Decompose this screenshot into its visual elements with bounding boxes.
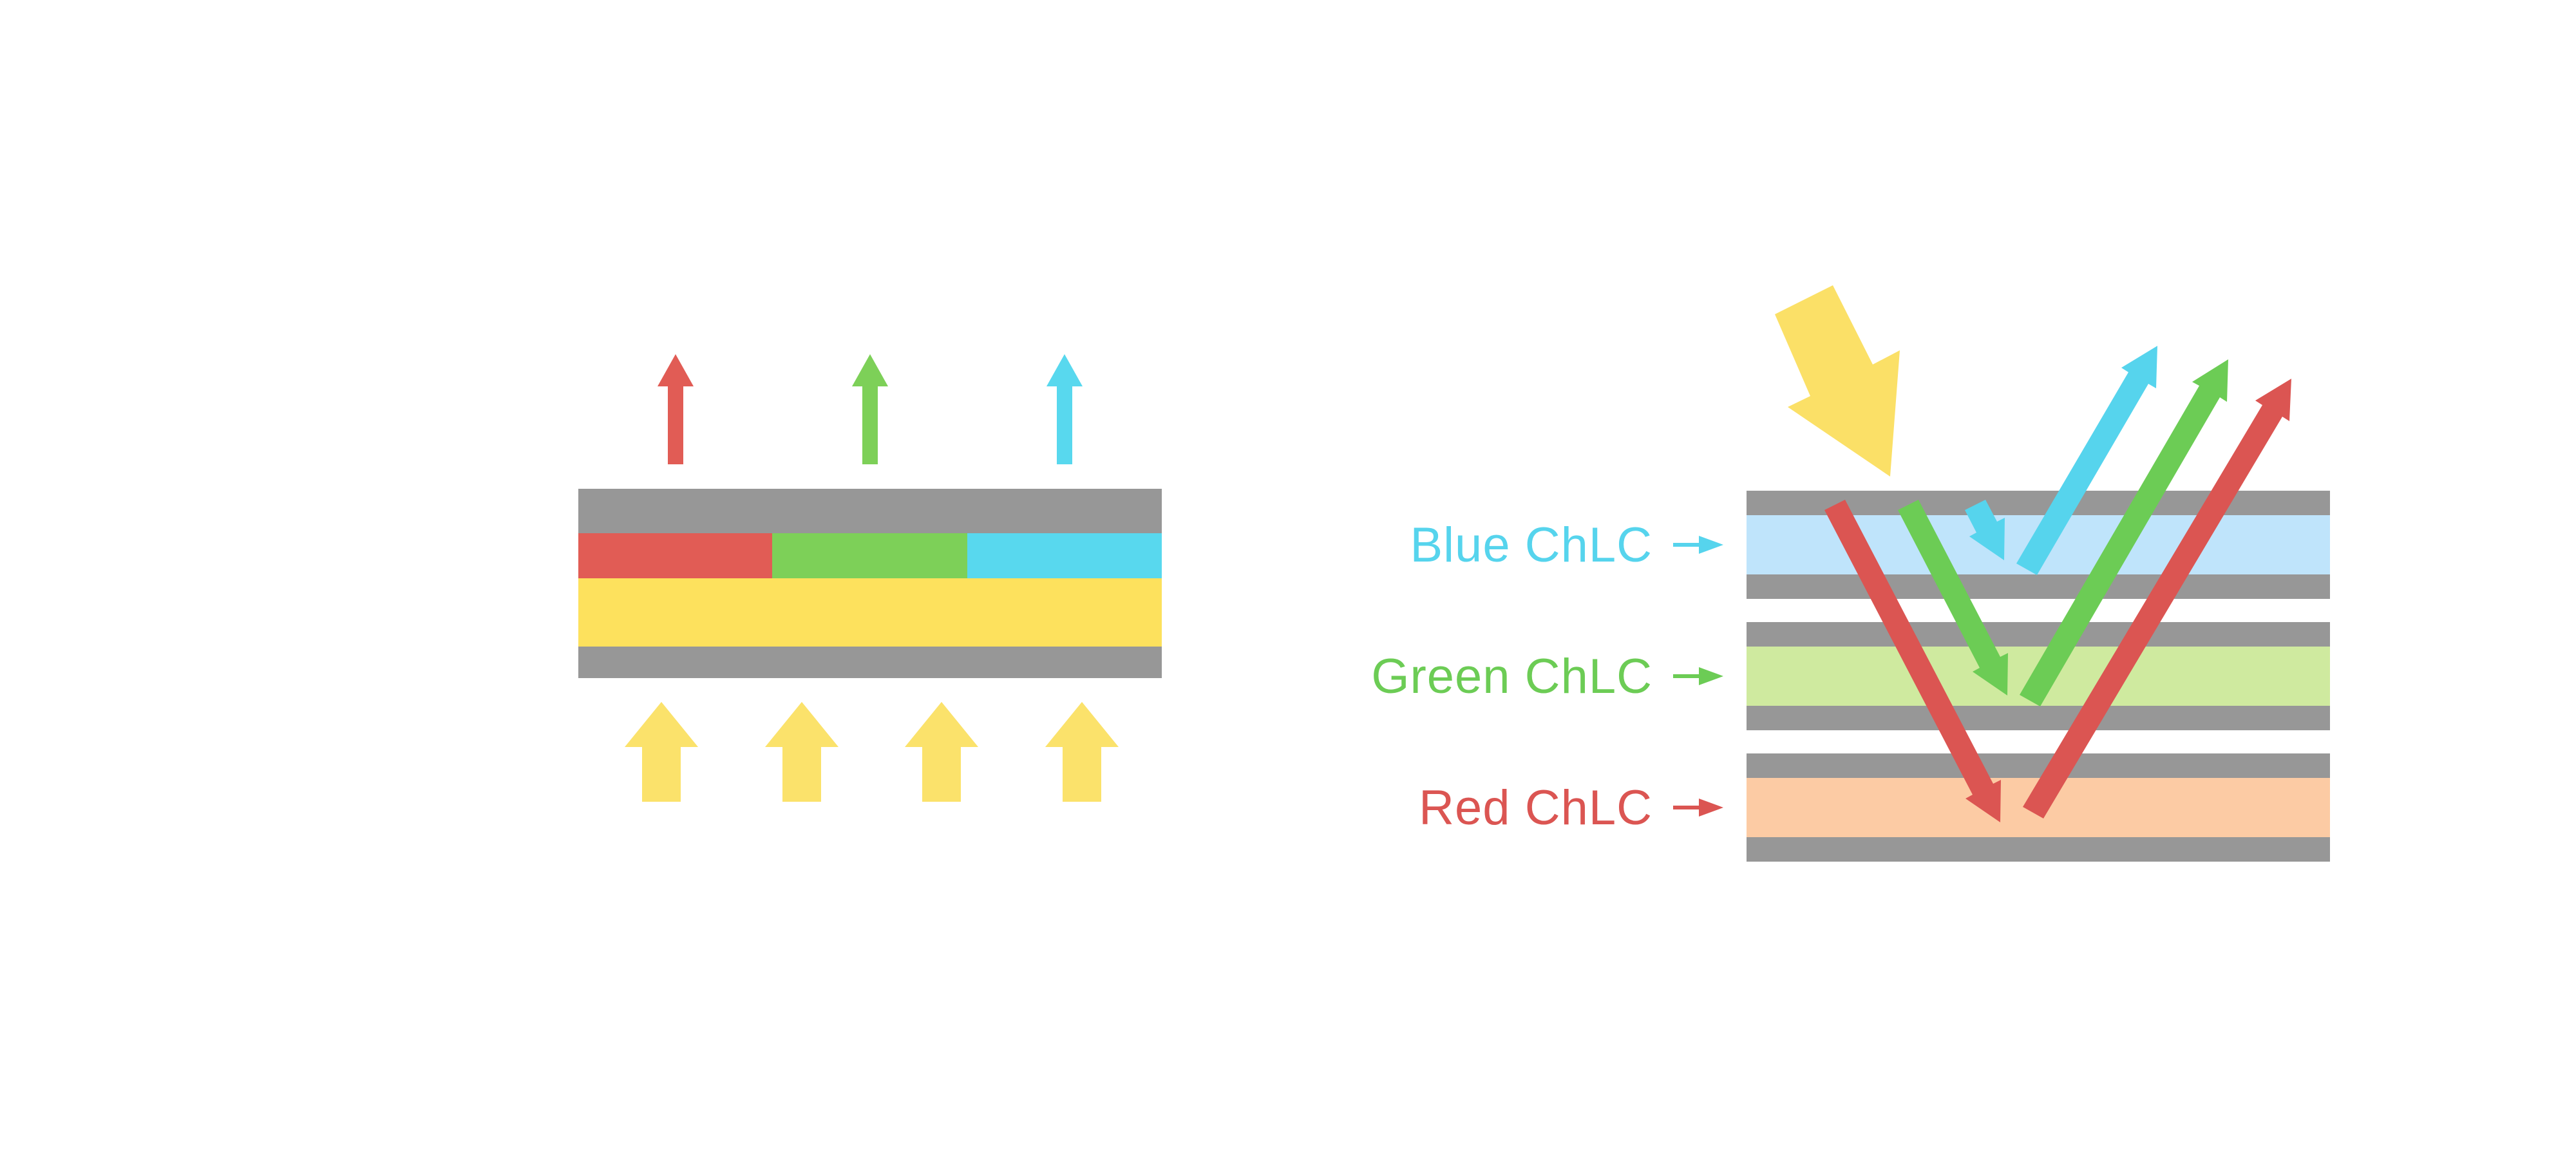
cyan-ray-up-arrow-icon xyxy=(2016,346,2157,575)
green-up-arrow-icon xyxy=(852,354,888,464)
blue-label-pointer-arrow-icon xyxy=(1699,536,1723,554)
green-ray-down-arrow-icon xyxy=(1898,500,2008,695)
green-chlc-label: Green ChLC xyxy=(1371,649,1653,704)
backlight-up-arrow-icon xyxy=(625,702,698,802)
left-stack-diagram xyxy=(578,354,1162,802)
bottom-substrate-bar xyxy=(578,647,1162,678)
red-label-pointer-arrow-icon xyxy=(1699,799,1723,817)
blue-chlc-label: Blue ChLC xyxy=(1410,518,1653,572)
blue-panel-substrate-bottom xyxy=(1747,574,2330,599)
backlight-up-arrow-icon xyxy=(1045,702,1119,802)
red-pixel-segment xyxy=(578,533,772,578)
red-chlc-label-group: Red ChLC xyxy=(1419,780,1723,835)
green-panel-substrate-top xyxy=(1747,622,2330,647)
cyan-up-arrow-icon xyxy=(1046,354,1083,464)
green-ray-up-arrow-icon xyxy=(2020,359,2228,706)
backlight-layer xyxy=(578,578,1162,647)
top-substrate-bar xyxy=(578,489,1162,533)
incident-light-arrow-icon xyxy=(1775,285,1900,477)
cyan-pixel-segment xyxy=(967,533,1162,578)
blue-chlc-label-group: Blue ChLC xyxy=(1410,518,1723,572)
right-stack-diagram: Blue ChLC Green ChLC Red ChLC xyxy=(1371,285,2330,862)
red-chlc-label: Red ChLC xyxy=(1419,780,1653,835)
green-panel-substrate-bottom xyxy=(1747,706,2330,730)
red-ray-down-arrow-icon xyxy=(1824,500,2001,822)
red-up-arrow-icon xyxy=(658,354,694,464)
green-label-pointer-arrow-icon xyxy=(1699,667,1723,685)
red-panel-substrate-bottom xyxy=(1747,837,2330,862)
backlight-up-arrow-icon xyxy=(905,702,978,802)
red-ray-up-arrow-icon xyxy=(2023,379,2291,818)
cyan-ray-down-arrow-icon xyxy=(1965,500,2005,560)
backlight-up-arrow-icon xyxy=(765,702,838,802)
green-chlc-label-group: Green ChLC xyxy=(1371,649,1723,704)
red-panel-substrate-top xyxy=(1747,753,2330,778)
green-pixel-segment xyxy=(772,533,967,578)
